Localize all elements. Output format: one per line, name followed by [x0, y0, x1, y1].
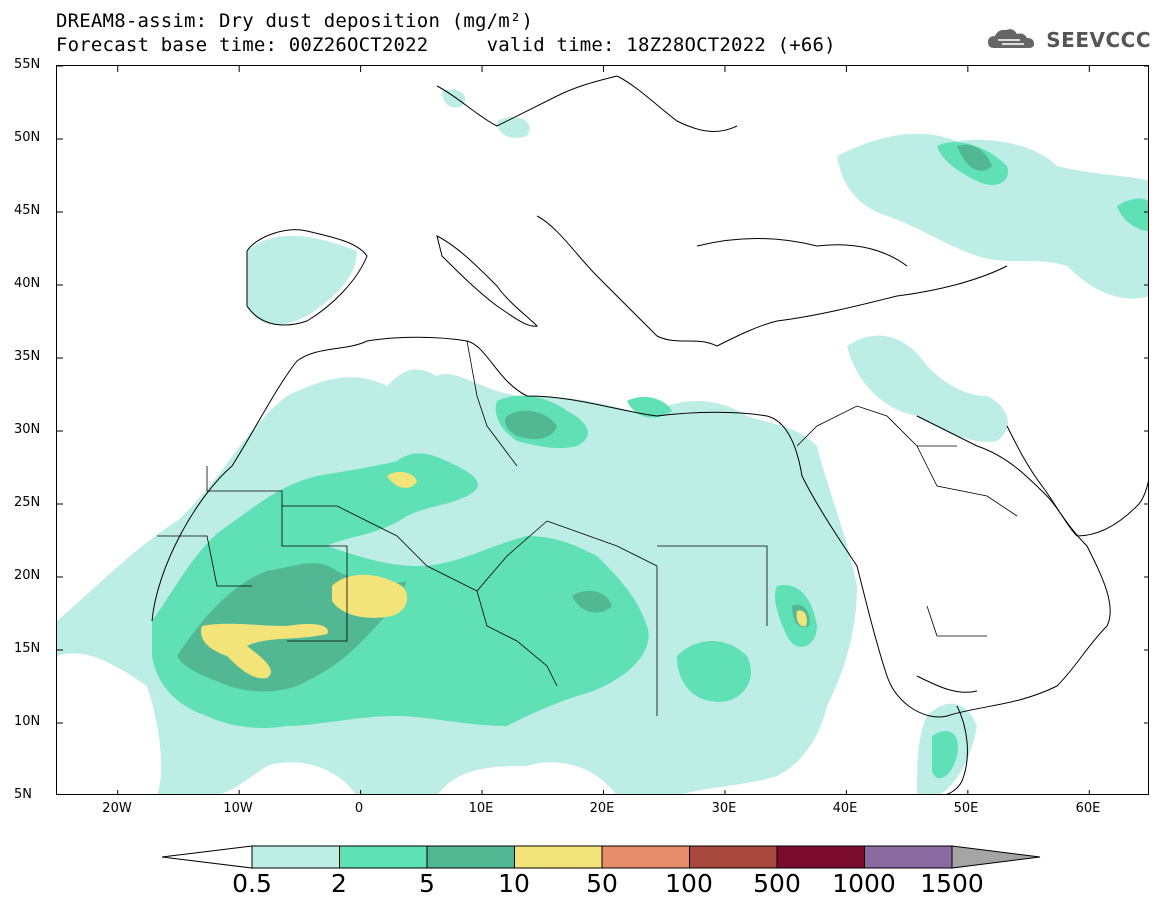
lat-label: 30N — [14, 422, 41, 437]
colorbar-label: 500 — [753, 869, 801, 898]
colorbar-under-arrow — [161, 845, 253, 869]
lat-label: 55N — [14, 57, 41, 72]
lon-label: 0 — [354, 801, 364, 816]
colorbar-label: 1500 — [920, 869, 984, 898]
lat-label: 5N — [14, 787, 32, 802]
lon-label: 40E — [832, 801, 858, 816]
lat-label: 10N — [14, 714, 41, 729]
lat-label: 20N — [14, 568, 41, 583]
lon-label: 20W — [102, 801, 132, 816]
colorbar-swatch — [689, 845, 778, 869]
lon-label: 20E — [589, 801, 615, 816]
cloud-icon — [988, 29, 1035, 48]
colorbar-swatch — [426, 845, 515, 869]
lon-label: 50E — [953, 801, 979, 816]
seevccc-logo: SEEVCCC — [986, 26, 1151, 54]
lon-label: 60E — [1075, 801, 1101, 816]
dust-deposition-map — [56, 65, 1149, 795]
colorbar-swatch — [514, 845, 603, 869]
colorbar-label: 1000 — [832, 869, 896, 898]
lon-label: 10E — [468, 801, 494, 816]
map-canvas — [57, 66, 1148, 794]
colorbar-label: 100 — [665, 869, 713, 898]
colorbar-label: 2 — [331, 869, 347, 898]
colorbar-label: 0.5 — [232, 869, 272, 898]
lat-label: 45N — [14, 203, 41, 218]
lon-label: 10W — [223, 801, 253, 816]
colorbar-swatch — [339, 845, 428, 869]
lon-label: 30E — [711, 801, 737, 816]
lat-label: 50N — [14, 130, 41, 145]
colorbar-swatch — [776, 845, 865, 869]
coastlines — [151, 75, 1148, 794]
colorbar-swatch — [601, 845, 690, 869]
colorbar-label: 5 — [419, 869, 435, 898]
colorbar-swatch — [251, 845, 340, 869]
deposition-level-10 — [201, 471, 807, 679]
colorbar-over-arrow — [951, 845, 1041, 869]
lat-label: 25N — [14, 495, 41, 510]
colorbar-label: 50 — [586, 869, 618, 898]
lat-label: 40N — [14, 276, 41, 291]
lat-label: 15N — [14, 641, 41, 656]
colorbar-label: 10 — [498, 869, 530, 898]
lat-label: 35N — [14, 349, 41, 364]
country-borders — [157, 340, 1018, 716]
logo-text: SEEVCCC — [1046, 28, 1151, 52]
axis-ticks — [57, 66, 1148, 794]
colorbar — [161, 845, 1041, 869]
forecast-times: Forecast base time: 00Z26OCT2022 valid t… — [56, 34, 836, 56]
colorbar-swatch — [864, 845, 953, 869]
map-title: DREAM8-assim: Dry dust deposition (mg/m²… — [56, 10, 534, 32]
